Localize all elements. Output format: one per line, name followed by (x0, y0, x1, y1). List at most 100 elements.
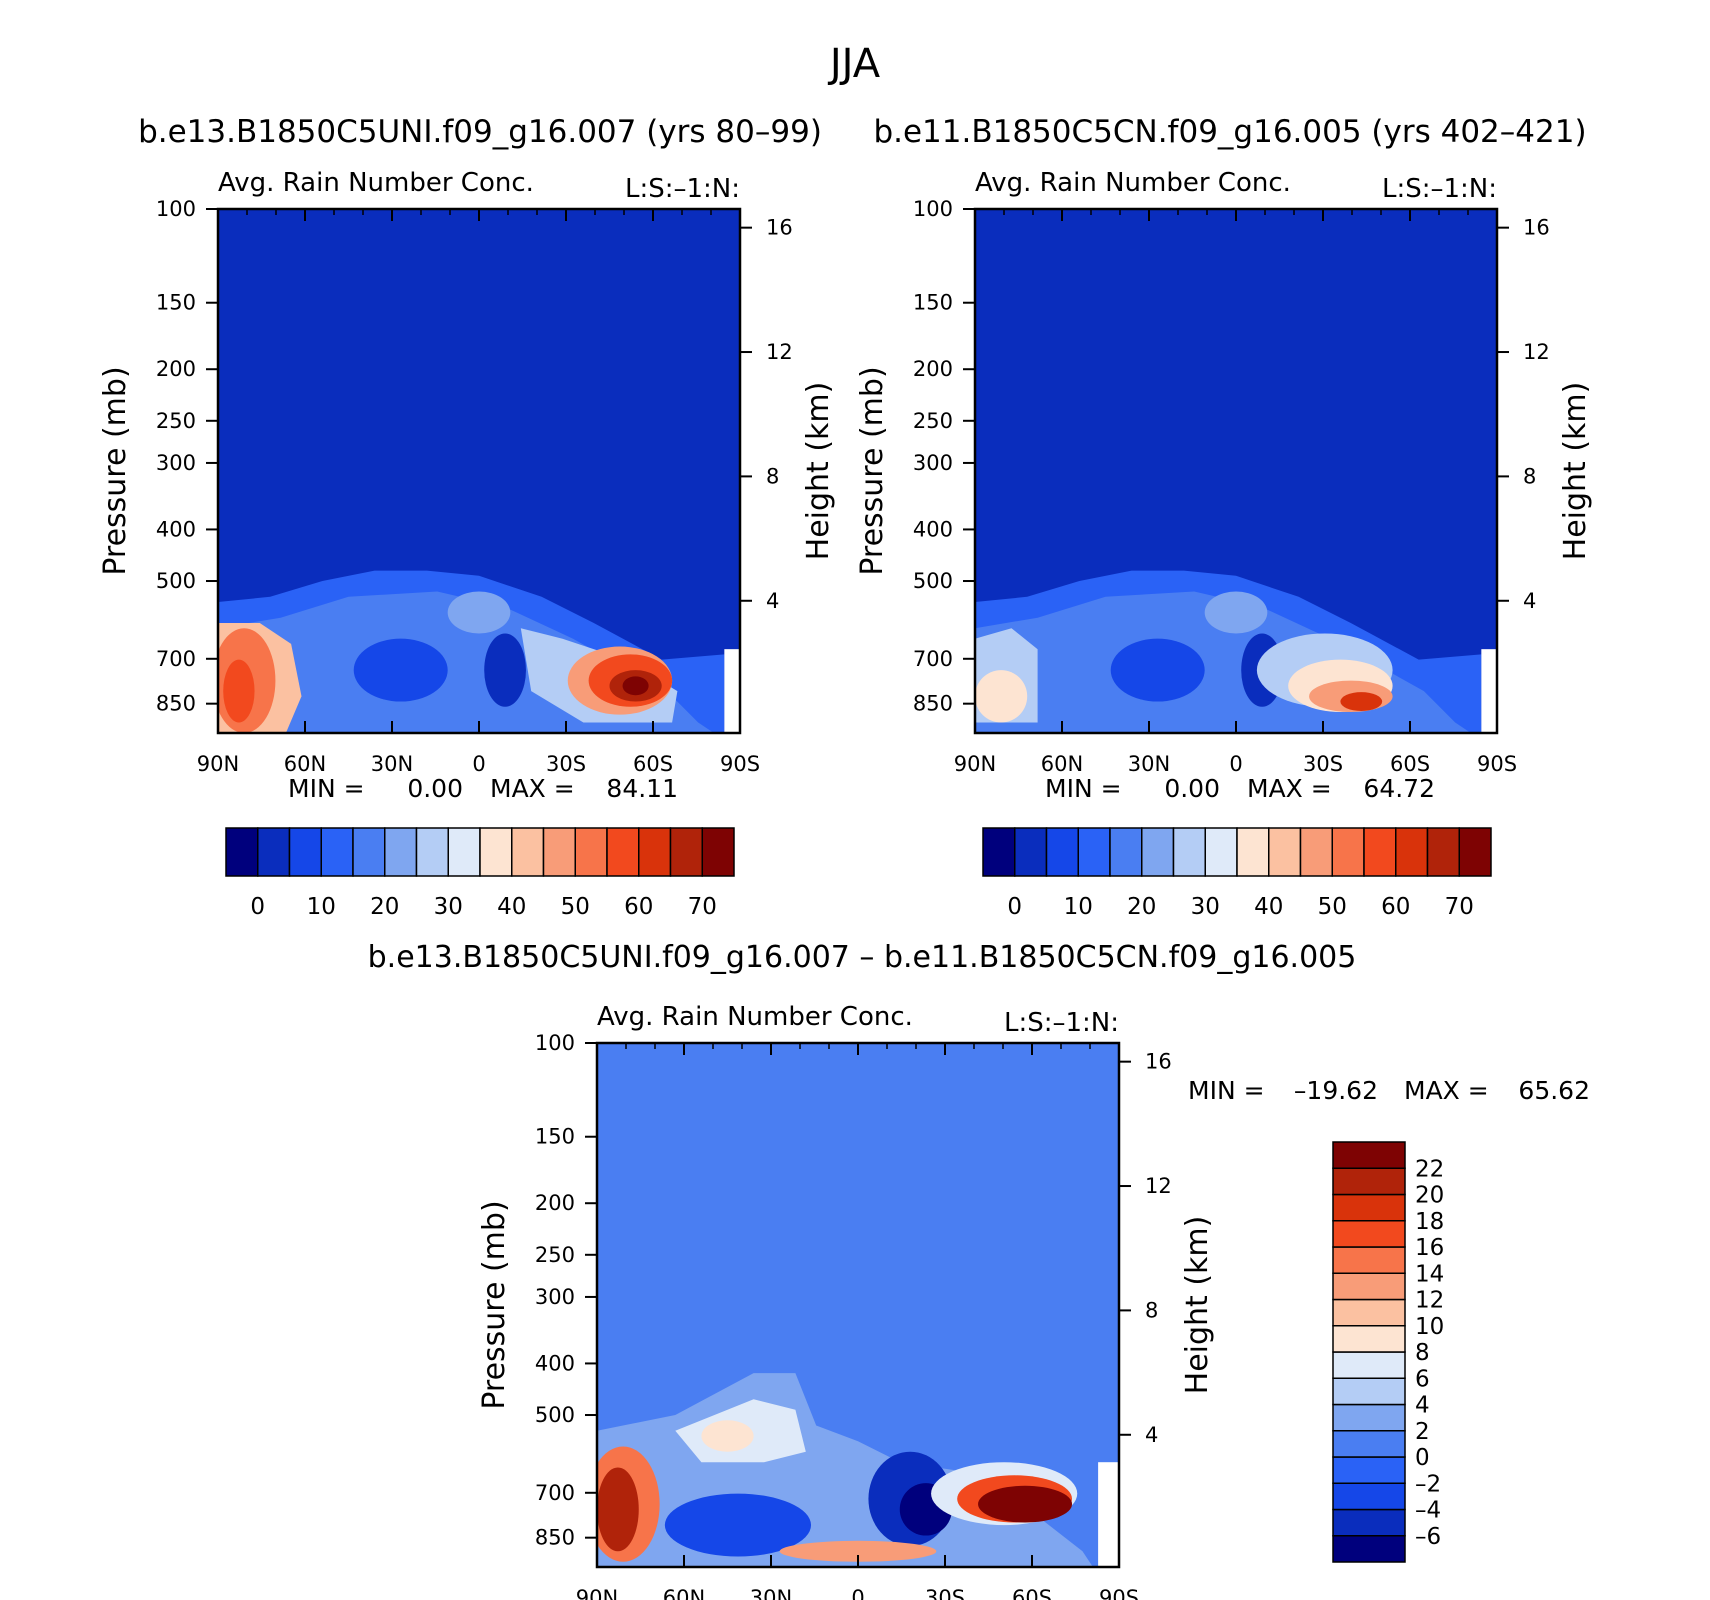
y-tick-label: 400 (156, 517, 196, 541)
contour-blob (484, 633, 526, 707)
x-tick-label: 30N (750, 1586, 792, 1600)
corner-label: L:S:–1:N: (625, 174, 740, 204)
y-tick-label: 500 (535, 1403, 575, 1427)
colorbar-box (1109, 827, 1143, 877)
x-tick-label: 90N (576, 1586, 618, 1600)
colorbar-box (1332, 1456, 1406, 1484)
colorbar-box (352, 827, 386, 877)
y-tick-label: 500 (156, 569, 196, 593)
colorbar-box (1332, 1508, 1406, 1537)
colorbar-box (701, 827, 735, 877)
colorbar-label: 40 (497, 894, 526, 920)
panel-3: Avg. Rain Number Conc. L:S:–1:N:100150200… (477, 1002, 1590, 1600)
contour-field (597, 1043, 1119, 1567)
colorbar-box (606, 827, 640, 877)
y-right-axis-label: Height (km) (801, 382, 836, 561)
contour-blob (353, 638, 448, 702)
colorbar: 0 10 20 30 40 50 60 70 (225, 827, 735, 920)
colorbar: 0 10 20 30 40 50 60 70 (982, 827, 1492, 920)
colorbar-box (1014, 827, 1048, 877)
colorbar-label: 6 (1415, 1366, 1430, 1392)
y-right-tick-label: 8 (1523, 464, 1536, 488)
panel-subtitle: Avg. Rain Number Conc. (218, 168, 534, 198)
x-tick-label: 0 (851, 1586, 864, 1600)
colorbar-box (320, 827, 354, 877)
y-tick-label: 200 (156, 357, 196, 381)
panel-title: b.e11.B1850C5CN.f09_g16.005 (yrs 402–421… (873, 114, 1586, 150)
colorbar-box (1332, 1535, 1406, 1563)
panel-subtitle: Avg. Rain Number Conc. (975, 168, 1291, 198)
colorbar-label: 50 (1318, 894, 1347, 920)
y-tick-label: 400 (535, 1351, 575, 1375)
colorbar-label: 10 (1415, 1314, 1444, 1340)
max-value: 64.72 (1363, 774, 1435, 803)
y-tick-label: 250 (156, 409, 196, 433)
y-tick-label: 150 (535, 1125, 575, 1149)
figure-title: JJA (827, 41, 881, 87)
y-tick-label: 850 (913, 692, 953, 716)
colorbar-box (1332, 1246, 1406, 1274)
colorbar-label: 0 (250, 894, 265, 920)
x-tick-label: 30S (1303, 752, 1343, 776)
colorbar-box (1332, 1272, 1406, 1301)
colorbar-box (1331, 827, 1365, 877)
colorbar-label: 70 (1445, 894, 1474, 920)
colorbar-box (1458, 827, 1492, 877)
colorbar-box (1172, 827, 1206, 877)
y-axis-label: Pressure (mb) (855, 366, 890, 575)
colorbar-label: 30 (1191, 894, 1220, 920)
colorbar-label: –2 (1415, 1471, 1441, 1497)
diff-title: b.e13.B1850C5UNI.f09_g16.007 – b.e11.B18… (368, 940, 1357, 975)
colorbar-box (1332, 1193, 1406, 1222)
y-tick-label: 250 (535, 1243, 575, 1267)
colorbar-box (479, 827, 513, 877)
y-right-tick-label: 16 (766, 216, 793, 240)
contour-blob (664, 1493, 812, 1557)
x-tick-label: 90N (954, 752, 996, 776)
colorbar-label: 60 (624, 894, 653, 920)
colorbar-box (1332, 1167, 1406, 1196)
x-tick-label: 90S (1099, 1586, 1139, 1600)
y-tick-label: 150 (156, 291, 196, 315)
colorbar-box (1141, 827, 1175, 877)
colorbar-label: 60 (1381, 894, 1410, 920)
colorbar-box (1332, 1430, 1406, 1458)
colorbar-label: 70 (688, 894, 717, 920)
colorbar-box (225, 827, 259, 877)
missing-data (1481, 649, 1497, 733)
contour-blob (1204, 591, 1268, 634)
colorbar-box (384, 827, 418, 877)
colorbar-box (288, 827, 322, 877)
colorbar-box (1045, 827, 1079, 877)
x-tick-label: 60S (1390, 752, 1430, 776)
y-tick-label: 200 (535, 1191, 575, 1215)
colorbar-box (1332, 1141, 1406, 1169)
panel-title: b.e13.B1850C5UNI.f09_g16.007 (yrs 80–99) (138, 114, 822, 150)
colorbar-box (1395, 827, 1429, 877)
min-value: 0.00 (1164, 774, 1220, 803)
colorbar-label: 12 (1415, 1288, 1444, 1314)
y-right-tick-label: 4 (766, 589, 779, 613)
colorbar-label: 8 (1415, 1340, 1430, 1366)
y-tick-label: 700 (913, 647, 953, 671)
y-tick-label: 100 (535, 1031, 575, 1055)
colorbar-box (1299, 827, 1333, 877)
colorbar-label: 30 (434, 894, 463, 920)
x-tick-label: 60N (284, 752, 326, 776)
contour-field (218, 209, 740, 733)
colorbar-box (669, 827, 703, 877)
x-tick-label: 30N (1128, 752, 1170, 776)
missing-data (1098, 1462, 1119, 1567)
y-tick-label: 400 (913, 517, 953, 541)
colorbar-box (1332, 1325, 1406, 1353)
y-tick-label: 150 (913, 291, 953, 315)
y-tick-label: 850 (535, 1526, 575, 1550)
colorbar-label: 50 (561, 894, 590, 920)
y-tick-label: 500 (913, 569, 953, 593)
contour-blob (447, 591, 511, 634)
colorbar-box (447, 827, 481, 877)
colorbar-box (511, 827, 545, 877)
colorbar-box (1332, 1298, 1406, 1327)
colorbar-box (257, 827, 291, 877)
colorbar-box (1236, 827, 1270, 877)
